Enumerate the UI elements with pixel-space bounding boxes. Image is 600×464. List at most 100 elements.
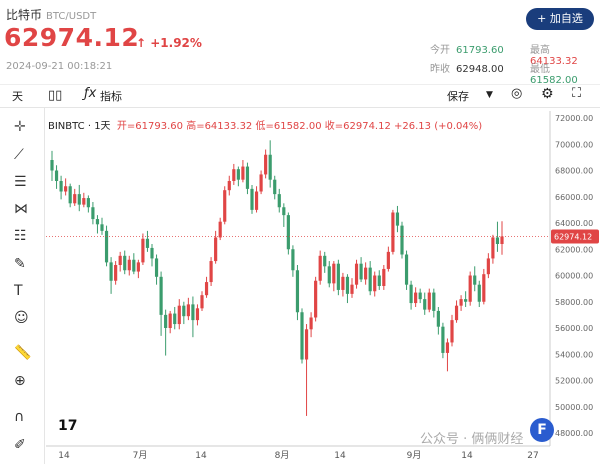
candle-body bbox=[495, 237, 500, 244]
gear-icon[interactable]: ⚙ bbox=[541, 86, 554, 102]
candle-body bbox=[323, 255, 327, 267]
candle-body bbox=[404, 254, 409, 285]
indicator-fx-icon[interactable]: ƒx bbox=[84, 86, 97, 101]
x-tick-label: 14 bbox=[195, 451, 207, 461]
candle-body bbox=[354, 263, 359, 285]
prev-close-stat: 昨收 62948.00 bbox=[430, 64, 504, 75]
y-tick-label: 54000.00 bbox=[555, 350, 593, 359]
candle-body bbox=[414, 292, 418, 304]
candle-body bbox=[114, 265, 118, 281]
candle-body bbox=[486, 258, 490, 275]
candle-body bbox=[127, 259, 131, 271]
candle-body bbox=[232, 169, 236, 181]
candle-body bbox=[395, 212, 400, 226]
last-price-label: 62974.12 bbox=[554, 232, 592, 241]
candle-body bbox=[268, 154, 272, 180]
x-tick-label: 14 bbox=[461, 451, 473, 461]
indicators-button[interactable]: 指标 bbox=[100, 90, 122, 103]
fib-icon[interactable]: ☷ bbox=[14, 228, 27, 244]
y-tick-label: 70000.00 bbox=[555, 140, 593, 149]
emoji-icon[interactable]: ☺ bbox=[14, 310, 29, 326]
candle-body bbox=[77, 194, 81, 205]
lock-icon[interactable]: ✐ bbox=[14, 437, 26, 453]
candle-body bbox=[277, 194, 281, 208]
candle-body bbox=[468, 275, 472, 302]
candle-body bbox=[500, 236, 504, 244]
candle-body bbox=[82, 198, 86, 205]
snapshot-icon[interactable]: ◎ bbox=[511, 86, 523, 101]
brush-icon[interactable]: ✎ bbox=[14, 256, 26, 272]
candle-body bbox=[345, 276, 350, 294]
last-price-box bbox=[551, 229, 599, 244]
candle-body bbox=[204, 282, 209, 296]
candle-body bbox=[291, 249, 295, 271]
candle-body bbox=[427, 292, 431, 310]
high-stat: 最高64133.32 bbox=[530, 45, 578, 67]
candle-body bbox=[250, 188, 254, 210]
candle-body bbox=[318, 255, 322, 281]
candle-body bbox=[336, 263, 340, 290]
x-tick-label: 14 bbox=[334, 451, 346, 461]
candle-body bbox=[454, 305, 459, 321]
candle-body bbox=[459, 299, 463, 306]
x-tick-label: 7月 bbox=[133, 450, 148, 461]
pattern-icon[interactable]: ⋈ bbox=[14, 201, 28, 217]
y-tick-label: 50000.00 bbox=[555, 403, 593, 412]
candle-type-icon[interactable]: ▯▯ bbox=[48, 88, 63, 103]
candle-body bbox=[359, 263, 363, 280]
candle-body bbox=[59, 181, 63, 192]
y-tick-label: 66000.00 bbox=[555, 193, 593, 202]
fullscreen-icon[interactable]: ⛶ bbox=[572, 86, 582, 101]
candle-body bbox=[104, 230, 109, 263]
candle-body bbox=[286, 215, 290, 250]
magnet-icon[interactable]: ∩ bbox=[14, 409, 25, 425]
candle-body bbox=[441, 326, 445, 353]
add-watchlist-button[interactable]: + 加自选 bbox=[526, 8, 594, 30]
candle-body bbox=[304, 329, 309, 360]
watermark-text: 公众号 · 俩俩财经 bbox=[420, 432, 524, 447]
timestamp: 2024-09-21 00:18:21 bbox=[6, 61, 113, 72]
candle-body bbox=[73, 194, 77, 204]
candle-body bbox=[259, 174, 263, 192]
candle-body bbox=[264, 154, 268, 175]
zoom-in-icon[interactable]: ⊕ bbox=[14, 373, 26, 389]
current-price: 62974.12 bbox=[4, 23, 140, 52]
open-stat: 今开 61793.60 bbox=[430, 45, 504, 56]
crosshair-icon[interactable]: ✛ bbox=[14, 119, 26, 135]
x-tick-label: 8月 bbox=[275, 450, 290, 461]
chevron-down-icon[interactable]: ▼ bbox=[486, 90, 493, 100]
candle-body bbox=[214, 237, 218, 262]
candle-body bbox=[118, 255, 122, 265]
candle-body bbox=[300, 312, 304, 360]
candle-body bbox=[245, 166, 250, 189]
trendline-icon[interactable]: ⟋ bbox=[14, 147, 24, 163]
candle-body bbox=[386, 251, 390, 269]
ruler-icon[interactable]: 📏 bbox=[14, 345, 32, 361]
candle-body bbox=[64, 186, 68, 192]
y-tick-label: 64000.00 bbox=[555, 219, 593, 228]
chart-toolbar: 天 ▯▯ ƒx 指标 保存 ▼ ◎ ⚙ ⛶ bbox=[0, 84, 600, 108]
tradingview-logo-icon: 17 bbox=[58, 418, 77, 434]
y-tick-label: 52000.00 bbox=[555, 377, 593, 386]
text-tool-icon[interactable]: T bbox=[14, 283, 23, 299]
y-tick-label: 56000.00 bbox=[555, 324, 593, 333]
candle-body bbox=[123, 255, 127, 271]
price-change: ↑ +1.92% bbox=[136, 36, 202, 50]
pair-title: 比特币 BTC/USDT bbox=[6, 8, 97, 22]
candle-body bbox=[173, 313, 177, 325]
candle-body bbox=[332, 263, 336, 284]
y-tick-label: 72000.00 bbox=[555, 114, 593, 123]
candle-body bbox=[282, 207, 286, 216]
channel-icon[interactable]: ☰ bbox=[14, 174, 27, 190]
candle-body bbox=[132, 259, 136, 272]
candle-body bbox=[341, 276, 345, 290]
interval-selector[interactable]: 天 bbox=[12, 90, 23, 103]
y-tick-label: 48000.00 bbox=[555, 429, 593, 438]
save-button[interactable]: 保存 bbox=[447, 90, 469, 103]
candle-body bbox=[382, 268, 386, 286]
y-tick-label: 62000.00 bbox=[555, 245, 593, 254]
candle-body bbox=[177, 305, 181, 325]
candle-body bbox=[68, 186, 72, 204]
candle-body bbox=[432, 292, 436, 311]
candle-body bbox=[295, 270, 300, 313]
